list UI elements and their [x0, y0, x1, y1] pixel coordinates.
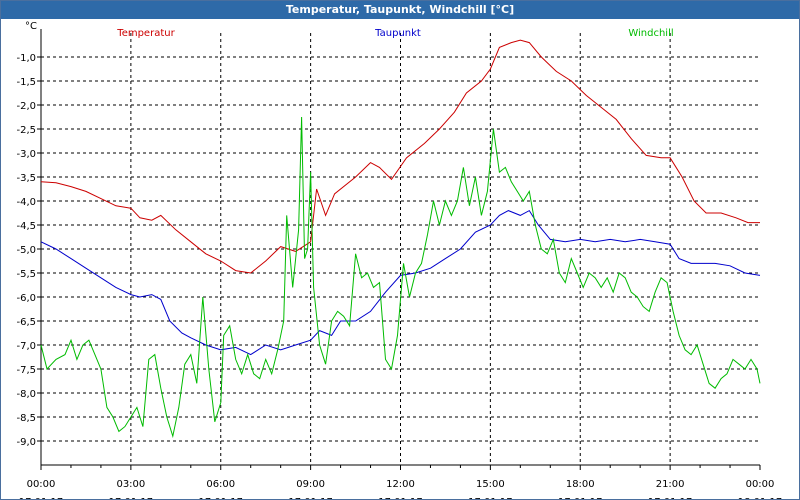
- y-tick-label: -2,5: [16, 125, 36, 136]
- x-tick-time: 03:00: [116, 479, 145, 490]
- y-tick-label: -4,5: [16, 221, 36, 232]
- x-tick-date: 17.01.17: [288, 497, 333, 499]
- legend-windchill: Windchill: [628, 28, 673, 39]
- y-tick-label: -5,0: [16, 245, 36, 256]
- y-tick-label: -8,5: [16, 413, 36, 424]
- y-tick-label: -3,5: [16, 173, 36, 184]
- y-tick-label: -3,0: [16, 149, 36, 160]
- x-tick-time: 18:00: [566, 479, 595, 490]
- y-tick-label: -8,0: [16, 389, 36, 400]
- x-tick-date: 17.01.17: [648, 497, 693, 499]
- legend-taupunkt: Taupunkt: [374, 28, 421, 39]
- x-tick-time: 09:00: [296, 479, 325, 490]
- y-tick-label: -6,0: [16, 293, 36, 304]
- x-tick-time: 21:00: [656, 479, 685, 490]
- legend-temperatur: Temperatur: [116, 28, 175, 39]
- series-line-taupunkt: [40, 209, 761, 356]
- x-tick-time: 00:00: [27, 479, 56, 490]
- labels: -1,0 -1,5 -2,0 -2,5 -3,0 -3,5 -4,0 -4,5 -5,0 -5,5…: [16, 21, 782, 499]
- series-line-temperatur: [40, 39, 760, 274]
- x-tick-time: 06:00: [206, 479, 235, 490]
- grid: [41, 33, 760, 465]
- y-tick-label: -1,5: [16, 77, 36, 88]
- y-tick-label: -9,0: [16, 437, 36, 448]
- x-tick-time: 12:00: [386, 479, 415, 490]
- y-tick-label: -7,0: [16, 341, 36, 352]
- y-tick-label: -5,5: [16, 269, 36, 280]
- x-tick-date: 17.01.17: [19, 497, 64, 499]
- axes: [37, 29, 761, 470]
- y-tick-label: -4,0: [16, 197, 36, 208]
- x-tick-date: 17.01.17: [109, 497, 154, 499]
- x-tick-date: 18.01.17: [738, 497, 783, 499]
- x-tick-time: 15:00: [476, 479, 505, 490]
- chart-svg: -1,0 -1,5 -2,0 -2,5 -3,0 -3,5 -4,0 -4,5 -5,0 -5,5…: [16, 21, 782, 499]
- y-tick-label: -2,0: [16, 101, 36, 112]
- series-lines: [40, 39, 761, 439]
- x-tick-date: 17.01.17: [378, 497, 423, 499]
- x-tick-date: 17.01.17: [558, 497, 603, 499]
- y-tick-label: -7,5: [16, 365, 36, 376]
- y-axis-unit: °C: [25, 21, 37, 32]
- x-tick-date: 17.01.17: [468, 497, 513, 499]
- y-tick-label: -1,0: [16, 53, 36, 64]
- x-tick-time: 00:00: [746, 479, 775, 490]
- window-title: Temperatur, Taupunkt, Windchill [°C]: [1, 1, 799, 19]
- series-line-windchill: [40, 116, 761, 439]
- x-tick-date: 17.01.17: [198, 497, 243, 499]
- y-tick-label: -6,5: [16, 317, 36, 328]
